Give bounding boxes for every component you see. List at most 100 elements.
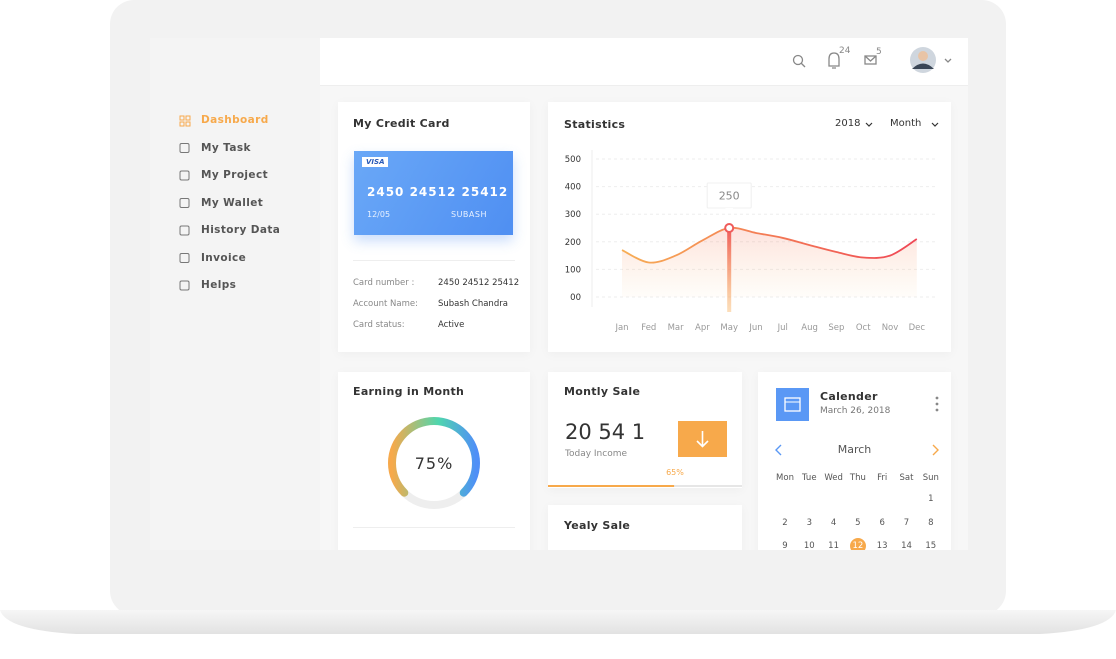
dropdown-chevrons <box>865 122 939 127</box>
sidebar: Dashboard My Task My Project My Wallet Histo… <box>150 38 320 550</box>
x-tick-label: Fed <box>641 323 656 333</box>
x-tick-label: Apr <box>695 323 710 333</box>
card-number: 2450 24512 25412 <box>367 185 509 199</box>
x-tick-label: Jul <box>777 323 788 333</box>
screen: Dashboard My Task My Project My Wallet Histo… <box>150 38 968 550</box>
menu-icons <box>179 115 191 291</box>
detail-label: Card status: <box>353 320 405 330</box>
menu-icon <box>179 115 185 121</box>
earning-panel: Earning in Month 75% <box>338 372 530 550</box>
search-icon[interactable] <box>792 54 804 66</box>
yearly-sale-panel: Yealy Sale <box>548 505 742 550</box>
detail-value: Subash Chandra <box>438 299 508 309</box>
day[interactable]: 3 <box>806 517 812 528</box>
sale-caption: Today Income <box>565 449 628 459</box>
menu-icon <box>179 170 190 181</box>
top-icons: 24 5 <box>792 46 952 73</box>
panel-title: Statistics <box>564 118 626 131</box>
line-area <box>622 227 917 297</box>
day[interactable]: 14 <box>901 541 912 550</box>
chevron <box>931 122 939 127</box>
day-selected[interactable]: 12 <box>849 538 866 550</box>
laptop-base <box>0 610 1116 634</box>
filter-dropdown[interactable]: Month <box>890 118 922 129</box>
menu-item[interactable]: My Task <box>201 141 251 154</box>
menu-item[interactable]: Helps <box>201 279 237 291</box>
day[interactable]: 5 <box>855 517 861 528</box>
sale-amount: 20 54 1 <box>565 420 646 444</box>
day[interactable]: 10 <box>803 541 815 550</box>
y-tick-label: 400 <box>565 183 581 193</box>
prev-month[interactable] <box>774 444 784 456</box>
y-tick-label: 100 <box>565 265 581 275</box>
tooltip-arrow <box>725 208 734 213</box>
x-tick-label: Sep <box>828 323 844 333</box>
card-brand: VISA <box>362 157 389 167</box>
highlight-bar <box>727 228 732 312</box>
weekday: Mon <box>776 473 794 483</box>
calendar-title: Calender <box>820 390 878 403</box>
donut-arc <box>388 417 480 497</box>
chevron <box>865 122 873 127</box>
calendar-month: March <box>837 443 872 456</box>
day[interactable]: 4 <box>830 517 837 528</box>
x-tick-label: Nov <box>882 323 899 333</box>
x-tick-label: Dec <box>909 323 926 333</box>
weekday: Sat <box>899 473 914 483</box>
notification-count: 24 <box>839 46 851 56</box>
menu-item[interactable]: History Data <box>201 224 281 236</box>
menu-item[interactable]: My Wallet <box>201 196 264 209</box>
profile-chevron[interactable] <box>944 58 952 63</box>
day[interactable]: 13 <box>876 541 888 550</box>
x-tick-label: Aug <box>801 323 818 333</box>
menu-icon <box>179 280 190 291</box>
panel-title: Yealy Sale <box>564 519 631 532</box>
menu-item[interactable]: Invoice <box>201 251 247 264</box>
calendar-date: March 26, 2018 <box>820 406 891 416</box>
menu-icon <box>185 121 191 127</box>
menu-item[interactable]: My Project <box>201 169 268 181</box>
next-month[interactable] <box>930 444 940 456</box>
menu-dots[interactable] <box>934 396 940 412</box>
bell-icon[interactable] <box>828 52 840 69</box>
day[interactable]: 7 <box>903 517 910 528</box>
weekday: Tue <box>802 473 817 483</box>
x-tick-label: Jun <box>748 323 762 333</box>
menu-icon <box>179 253 190 263</box>
menu-icon <box>179 143 190 153</box>
donut-chart: 75% <box>388 417 480 509</box>
monthly-sale-panel: Montly Sale 20 54 1 Today Income 65% <box>548 372 742 488</box>
weekday: Thu <box>849 473 866 483</box>
x-tick-label: May <box>720 323 738 333</box>
statistics-panel: Statistics 00 100 200 300 400 500 Jan Fed Mar Apr… <box>548 102 951 352</box>
day[interactable]: 11 <box>828 541 839 550</box>
donut-label: 75% <box>415 454 454 473</box>
day[interactable]: 9 <box>782 541 788 550</box>
x-tick-label: Jan <box>614 323 628 333</box>
line <box>621 226 918 264</box>
menu-icon <box>179 121 185 127</box>
calendar-icon <box>776 388 809 421</box>
y-tick-label: 500 <box>565 155 581 165</box>
card-holder: SUBASH <box>451 210 487 219</box>
filter-dropdown[interactable]: 2018 <box>835 118 861 129</box>
day[interactable]: 15 <box>925 541 937 550</box>
weekday: Sun <box>922 473 939 483</box>
y-tick-label: 300 <box>565 210 581 220</box>
panel-title: Earning in Month <box>353 385 465 398</box>
day[interactable]: 2 <box>782 517 788 528</box>
menu-item[interactable]: Dashboard <box>201 114 269 126</box>
detail-label: Card number : <box>353 278 415 288</box>
card-expiry: 12/05 <box>367 210 391 219</box>
y-tick-label: 200 <box>565 238 581 248</box>
detail-value: Active <box>438 320 465 330</box>
day[interactable]: 1 <box>928 494 934 504</box>
visa-card[interactable]: VISA 2450 24512 25412 12/05 SUBASH <box>354 151 513 235</box>
calendar-panel: Calender March 26, 2018 March Mon Tue Wed T… <box>758 372 951 550</box>
trend-button[interactable] <box>678 421 727 457</box>
mail-icon[interactable] <box>864 55 877 65</box>
day[interactable]: 8 <box>928 517 934 528</box>
menu-icon <box>179 225 190 236</box>
day[interactable]: 6 <box>879 517 885 528</box>
